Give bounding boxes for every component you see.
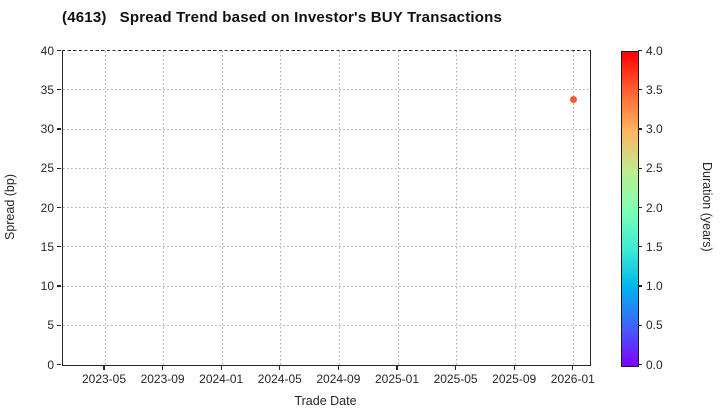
y-tick-label: 5 [47, 318, 54, 333]
colorbar-tick-mark [638, 206, 642, 209]
x-tick-mark [162, 365, 164, 370]
gridline-vertical [456, 50, 458, 365]
plot-top-border [62, 49, 591, 52]
y-tick-label: 10 [40, 279, 54, 293]
colorbar-tick-mark [638, 324, 642, 326]
colorbar-tick-label: 0.0 [646, 357, 663, 372]
colorbar-tick-label: 3.0 [646, 122, 663, 136]
y-tick-label: 40 [40, 43, 54, 58]
gridline-vertical [573, 50, 575, 365]
colorbar-tick-label: 0.5 [646, 318, 663, 333]
colorbar-tick-mark [638, 285, 642, 287]
colorbar-tick-label: 1.0 [646, 279, 663, 293]
gridline-vertical [514, 50, 516, 365]
y-tick-mark [57, 49, 61, 52]
x-tick-label: 2023-05 [81, 372, 127, 386]
y-axis-label: Spread (bp) [3, 174, 17, 241]
colorbar-tick-label: 1.5 [646, 239, 663, 254]
x-tick-label: 2025-05 [433, 372, 478, 386]
x-tick-label: 2025-09 [492, 372, 537, 386]
x-tick-mark [103, 365, 105, 370]
x-tick-mark [572, 365, 574, 370]
x-tick-label: 2024-05 [257, 372, 302, 386]
gridline-vertical [338, 50, 340, 365]
y-tick-mark [57, 246, 61, 248]
y-tick-label: 15 [40, 239, 54, 254]
x-tick-mark [279, 365, 281, 370]
gridline-horizontal [63, 128, 590, 130]
x-tick-mark [220, 365, 222, 370]
colorbar-tick-mark [638, 246, 642, 248]
x-tick-mark [396, 365, 398, 370]
x-tick-label: 2023-09 [140, 372, 185, 386]
y-tick-label: 35 [40, 82, 54, 97]
data-point [570, 96, 578, 104]
gridline-vertical [163, 50, 165, 365]
y-tick-mark [57, 363, 61, 366]
colorbar-tick-mark [638, 128, 642, 130]
colorbar-tick-label: 2.0 [646, 200, 663, 215]
y-tick-mark [57, 167, 61, 169]
gridline-vertical [397, 50, 399, 365]
gridline-horizontal [63, 89, 590, 91]
y-tick-mark [57, 285, 61, 287]
gridline-vertical [104, 50, 106, 365]
plot-area [62, 49, 591, 366]
y-tick-label: 25 [40, 161, 54, 176]
x-tick-mark [455, 365, 457, 370]
y-tick-label: 20 [40, 200, 54, 215]
colorbar-tick-label: 3.5 [646, 82, 663, 97]
y-tick-mark [57, 324, 61, 326]
chart-title: (4613) Spread Trend based on Investor's … [62, 9, 503, 26]
gridline-vertical [280, 50, 282, 365]
x-axis-label: Trade Date [294, 394, 357, 408]
x-tick-label: 2025-01 [374, 372, 420, 386]
y-tick-mark [57, 128, 61, 130]
x-tick-mark [513, 365, 515, 370]
y-tick-label: 0 [47, 357, 54, 372]
colorbar-label: Duration (years) [700, 162, 714, 252]
colorbar-tick-mark [638, 363, 642, 366]
gridline-horizontal [63, 285, 590, 287]
x-tick-label: 2024-09 [316, 372, 361, 386]
y-tick-mark [57, 89, 61, 91]
x-tick-label: 2026-01 [550, 372, 595, 386]
colorbar-tick-mark [638, 49, 642, 52]
x-tick-label: 2024-01 [199, 372, 244, 386]
colorbar-tick-label: 2.5 [646, 161, 663, 176]
y-tick-label: 30 [40, 122, 54, 136]
x-tick-mark [337, 365, 340, 370]
gridline-horizontal [63, 167, 590, 169]
gridline-horizontal [63, 207, 590, 208]
colorbar [621, 50, 639, 367]
gridline-horizontal [63, 246, 590, 248]
y-tick-mark [57, 206, 61, 209]
colorbar-tick-mark [638, 89, 642, 91]
gridline-vertical [221, 50, 223, 365]
colorbar-tick-mark [638, 167, 642, 169]
colorbar-tick-label: 4.0 [646, 43, 663, 58]
gridline-horizontal [63, 324, 590, 326]
